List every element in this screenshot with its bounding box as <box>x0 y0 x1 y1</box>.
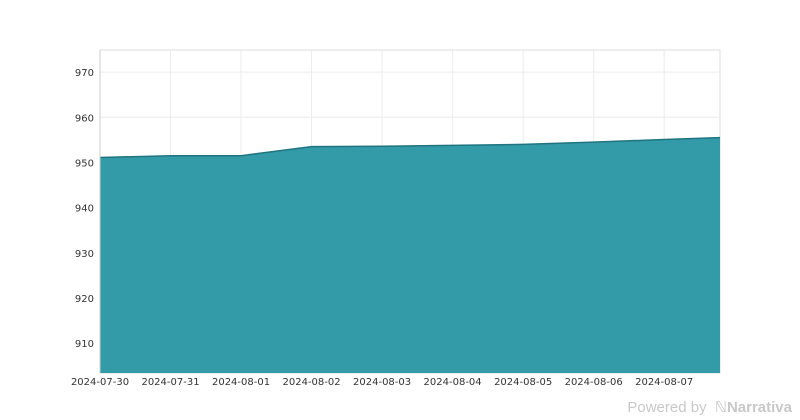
narrativa-logo-icon: ℕ <box>710 399 727 416</box>
x-tick-label: 2024-08-02 <box>283 377 341 388</box>
footer-attribution: Powered by ℕNarrativa <box>627 398 792 416</box>
y-tick-label: 940 <box>75 204 94 215</box>
x-tick-label: 2024-07-31 <box>141 377 199 388</box>
x-tick-label: 2024-08-05 <box>494 377 552 388</box>
brand-name: Narrativa <box>726 399 792 416</box>
y-tick-label: 910 <box>75 339 94 350</box>
x-tick-label: 2024-08-07 <box>635 377 693 388</box>
y-tick-label: 960 <box>75 113 94 124</box>
series-line <box>99 136 721 159</box>
y-tick-label: 950 <box>75 158 94 169</box>
x-tick-label: 2024-08-03 <box>353 377 411 388</box>
area-fill <box>100 137 720 373</box>
x-tick-label: 2024-08-01 <box>212 377 270 388</box>
y-tick-label: 970 <box>75 68 94 79</box>
y-tick-label: 930 <box>75 249 94 260</box>
x-tick-label: 2024-07-30 <box>71 377 129 388</box>
x-tick-label: 2024-08-04 <box>424 377 482 388</box>
y-tick-label: 920 <box>75 294 94 305</box>
x-tick-label: 2024-08-06 <box>565 377 623 388</box>
powered-by-text: Powered by <box>627 399 707 416</box>
